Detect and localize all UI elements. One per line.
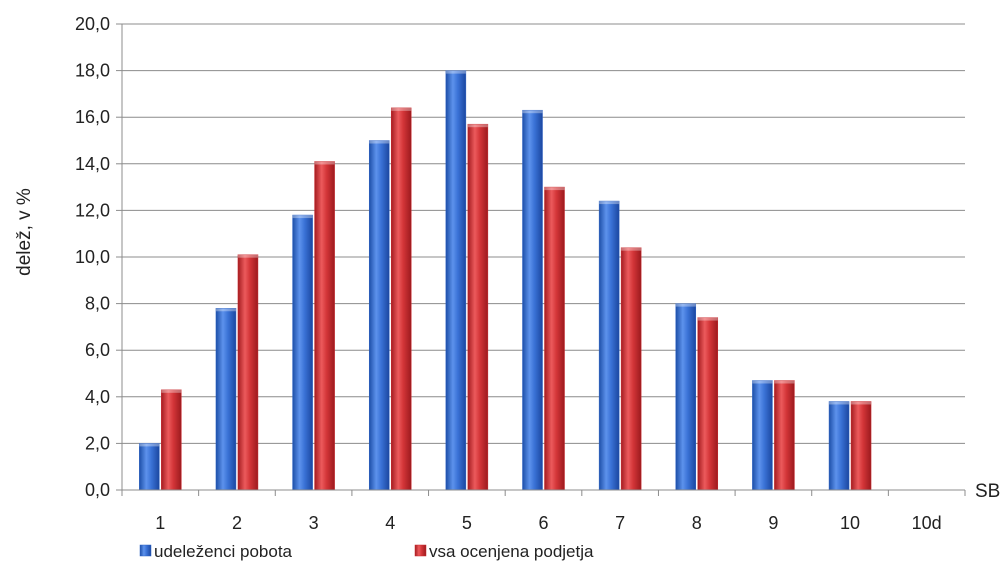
x-tick-label: 2 bbox=[232, 513, 242, 533]
bars bbox=[139, 70, 872, 491]
bar-highlight bbox=[544, 187, 565, 191]
x-tick-label: 10d bbox=[912, 513, 942, 533]
bar-udelezenci-2 bbox=[215, 308, 237, 491]
bar-vsa-podjetja-7 bbox=[620, 247, 642, 491]
y-tick-label: 10,0 bbox=[75, 247, 110, 267]
y-tick-label: 12,0 bbox=[75, 200, 110, 220]
bar-vsa-podjetja-3 bbox=[314, 161, 335, 491]
bar-udelezenci-8 bbox=[675, 303, 697, 491]
bar-udelezenci-6 bbox=[522, 109, 543, 491]
bar-udelezenci-3 bbox=[292, 214, 313, 491]
bar-highlight bbox=[369, 140, 390, 144]
x-tick-label: 5 bbox=[462, 513, 472, 533]
bar-highlight bbox=[161, 389, 182, 393]
bar-vsa-podjetja-8 bbox=[697, 317, 719, 491]
bar-highlight bbox=[752, 380, 773, 384]
bar-udelezenci-1 bbox=[139, 443, 160, 491]
bar-highlight bbox=[851, 401, 872, 405]
y-tick-label: 8,0 bbox=[85, 294, 110, 314]
x-tick-label: 8 bbox=[692, 513, 702, 533]
legend-swatch-vsa-podjetja bbox=[414, 544, 427, 557]
bar-highlight bbox=[621, 247, 642, 251]
bar-udelezenci-7 bbox=[598, 200, 620, 491]
x-tick-label: 7 bbox=[615, 513, 625, 533]
bar-highlight bbox=[675, 303, 696, 307]
y-tick-label: 6,0 bbox=[85, 340, 110, 360]
bar-vsa-podjetja-2 bbox=[237, 254, 259, 491]
bar-vsa-podjetja-10 bbox=[850, 401, 872, 491]
bar-highlight bbox=[215, 308, 236, 312]
x-tick-label: 6 bbox=[538, 513, 548, 533]
bar-highlight bbox=[314, 161, 335, 165]
bar-highlight bbox=[445, 70, 466, 74]
gridlines bbox=[122, 23, 965, 444]
x-tick-label: 4 bbox=[385, 513, 395, 533]
bar-udelezenci-9 bbox=[752, 380, 773, 491]
bar-highlight bbox=[697, 317, 718, 321]
y-axis-title: delež, v % bbox=[14, 188, 35, 276]
y-tick-label: 0,0 bbox=[85, 480, 110, 500]
bar-vsa-podjetja-4 bbox=[390, 107, 412, 491]
bar-highlight bbox=[292, 215, 313, 219]
axes: 0,0 2,0 4,0 6,0 8,0 10,0 12,0 14,0 16,0 18,0 20,0 1… bbox=[75, 14, 966, 533]
bar-highlight bbox=[829, 401, 850, 405]
y-tick-label: 20,0 bbox=[75, 14, 110, 34]
bar-highlight bbox=[774, 380, 795, 384]
bar-vsa-podjetja-9 bbox=[774, 380, 795, 491]
bar-udelezenci-4 bbox=[368, 140, 390, 491]
bar-highlight bbox=[599, 201, 620, 205]
legend: udeleženci pobota vsa ocenjena podjetja bbox=[139, 542, 594, 561]
bar-udelezenci-5 bbox=[445, 70, 467, 491]
bar-vsa-podjetja-5 bbox=[467, 123, 489, 491]
bar-highlight bbox=[522, 110, 543, 114]
y-tick-label: 16,0 bbox=[75, 107, 110, 127]
y-tick-label: 4,0 bbox=[85, 387, 110, 407]
bar-highlight bbox=[139, 443, 160, 447]
legend-swatch-udelezenci bbox=[139, 544, 152, 557]
x-tick-label: 9 bbox=[768, 513, 778, 533]
x-axis-title: SB bbox=[975, 481, 1000, 502]
bar-udelezenci-10 bbox=[828, 401, 850, 491]
x-tick-label: 10 bbox=[840, 513, 860, 533]
x-tick-label: 3 bbox=[309, 513, 319, 533]
y-tick-label: 14,0 bbox=[75, 154, 110, 174]
bar-vsa-podjetja-1 bbox=[161, 389, 182, 491]
x-tick-label: 1 bbox=[155, 513, 165, 533]
bar-highlight bbox=[391, 107, 412, 111]
y-tick-label: 18,0 bbox=[75, 61, 110, 81]
legend-label-udelezenci: udeleženci pobota bbox=[154, 542, 293, 561]
bar-highlight bbox=[237, 254, 258, 258]
y-tick-label: 2,0 bbox=[85, 433, 110, 453]
legend-label-vsa-podjetja: vsa ocenjena podjetja bbox=[429, 542, 594, 561]
bar-vsa-podjetja-6 bbox=[544, 186, 565, 491]
bar-highlight bbox=[467, 124, 488, 128]
